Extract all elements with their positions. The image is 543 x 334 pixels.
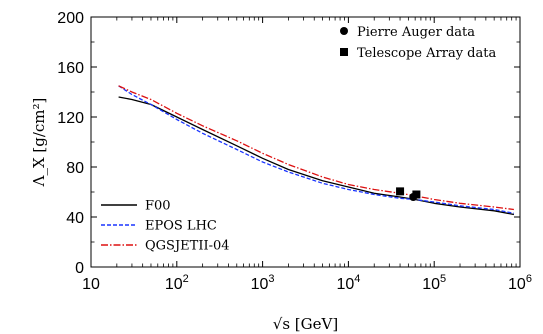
legend: Pierre Auger data Telescope Array data F00… xyxy=(101,25,496,254)
legend-label: EPOS LHC xyxy=(145,219,217,234)
series-line-f00 xyxy=(118,96,515,216)
x-tick-label: 102 xyxy=(165,273,189,293)
y-tick-label: 200 xyxy=(57,10,84,27)
x-tick-label: 104 xyxy=(336,273,360,293)
legend-label: Pierre Auger data xyxy=(357,25,475,40)
legend-marker-square xyxy=(340,48,348,56)
legend-label: F00 xyxy=(145,199,171,214)
legend-marker-circle xyxy=(340,27,348,35)
telescope-array-point xyxy=(396,187,405,196)
x-tick-label: 106 xyxy=(508,273,532,293)
axes: 10 102 103 104 105 106 0 40 80 120 160 200 √s [GeV] Λ… xyxy=(30,10,532,333)
series-line-qgsjetii-04 xyxy=(118,85,514,211)
x-tick-label: 103 xyxy=(251,273,275,293)
y-tick-label: 80 xyxy=(66,160,84,177)
x-tick-label: 10 xyxy=(82,276,100,293)
plot-area xyxy=(118,85,515,216)
series-line-epos-lhc xyxy=(118,85,515,214)
legend-label: QGSJETII-04 xyxy=(145,239,230,254)
y-tick-label: 0 xyxy=(75,260,84,277)
y-tick-label: 160 xyxy=(57,60,84,77)
y-axis-title: Λ_X [g/cm²] xyxy=(30,98,48,188)
x-tick-label: 105 xyxy=(422,273,446,293)
telescope-array-point xyxy=(412,190,421,199)
legend-label: Telescope Array data xyxy=(357,46,496,61)
y-tick-label: 40 xyxy=(66,210,84,227)
y-tick-label: 120 xyxy=(57,110,84,127)
x-axis-title: √s [GeV] xyxy=(273,315,338,333)
